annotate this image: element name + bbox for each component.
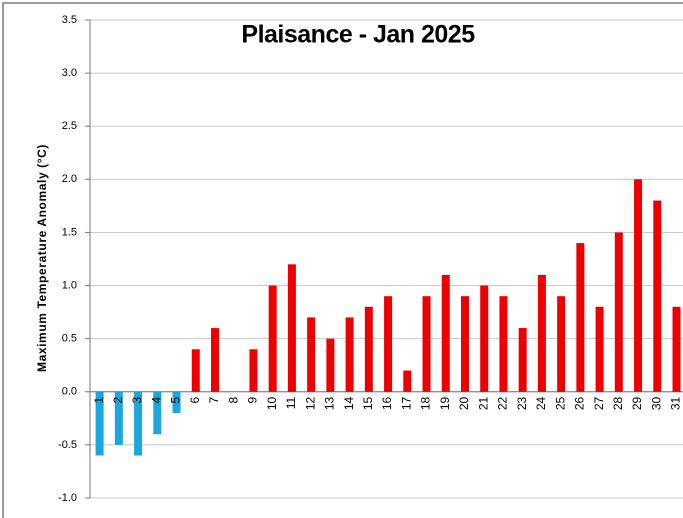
x-tick-label: 3 — [130, 396, 144, 403]
bar — [134, 391, 143, 456]
x-tick-label: 21 — [476, 396, 490, 410]
bar — [326, 338, 335, 392]
y-tick-label: 0.0 — [62, 386, 77, 398]
x-tick-label: 5 — [169, 396, 183, 403]
x-tick-label: 1 — [92, 396, 106, 403]
y-tick-label: 2.5 — [62, 120, 77, 132]
x-tick-label: 30 — [649, 396, 663, 410]
x-tick-label: 16 — [380, 396, 394, 410]
x-tick-label: 19 — [438, 396, 452, 410]
x-tick-label: 14 — [342, 396, 356, 410]
bar — [210, 328, 219, 392]
bar — [595, 306, 604, 392]
bar — [307, 317, 316, 392]
y-tick-label: 0.5 — [62, 333, 77, 345]
x-tick-label: 9 — [246, 396, 260, 403]
bar — [364, 306, 373, 392]
bar — [441, 274, 450, 392]
x-tick-label: 6 — [188, 396, 202, 403]
bar — [191, 349, 200, 392]
bar — [268, 285, 277, 392]
y-tick-label: -1.0 — [58, 492, 77, 504]
x-tick-label: 25 — [553, 396, 567, 410]
x-tick-label: 7 — [207, 396, 221, 403]
bar — [153, 391, 162, 435]
y-tick-label: -0.5 — [58, 439, 77, 451]
bar — [518, 328, 527, 392]
bar — [614, 232, 623, 392]
bar — [557, 296, 566, 392]
y-tick-label: 2.0 — [62, 173, 77, 185]
y-tick-label: 3.5 — [62, 14, 77, 26]
y-tick-label: 3.0 — [62, 67, 77, 79]
bar — [672, 306, 681, 392]
x-tick-label: 22 — [496, 396, 510, 410]
x-tick-label: 11 — [284, 396, 298, 409]
bar — [249, 349, 258, 392]
x-tick-label: 15 — [361, 396, 375, 410]
bar — [172, 391, 181, 414]
bar — [95, 391, 104, 456]
x-tick-label: 10 — [265, 396, 279, 410]
bar — [634, 179, 643, 392]
x-tick-label: 12 — [303, 396, 317, 410]
x-tick-label: 18 — [419, 396, 433, 410]
bar — [287, 264, 296, 392]
bar — [576, 243, 585, 392]
x-tick-label: 17 — [399, 396, 413, 410]
x-tick-label: 20 — [457, 396, 471, 410]
bar — [537, 274, 546, 392]
y-tick-label: 1.5 — [62, 226, 77, 238]
x-tick-label: 27 — [592, 396, 606, 410]
bar — [384, 296, 393, 392]
x-tick-label: 13 — [323, 396, 337, 410]
bar — [460, 296, 469, 392]
x-tick-label: 24 — [534, 396, 548, 410]
chart-title: Plaisance - Jan 2025 — [241, 21, 475, 49]
bar — [345, 317, 354, 392]
x-tick-label: 29 — [630, 396, 644, 410]
bar — [403, 370, 412, 392]
bar — [114, 391, 123, 445]
x-tick-label: 28 — [611, 396, 625, 410]
bar — [480, 285, 489, 392]
x-tick-label: 8 — [226, 396, 240, 403]
y-axis-label: Maximum Temperature Anomaly (°C) — [35, 144, 49, 372]
x-tick-label: 2 — [111, 396, 125, 403]
bar — [422, 296, 431, 392]
y-tick-label: 1.0 — [62, 279, 77, 291]
x-tick-label: 26 — [573, 396, 587, 410]
bar — [499, 296, 508, 392]
bar — [653, 200, 662, 392]
x-tick-label: 23 — [515, 396, 529, 410]
x-tick-label: 31 — [669, 396, 683, 410]
x-tick-label: 4 — [149, 396, 163, 403]
